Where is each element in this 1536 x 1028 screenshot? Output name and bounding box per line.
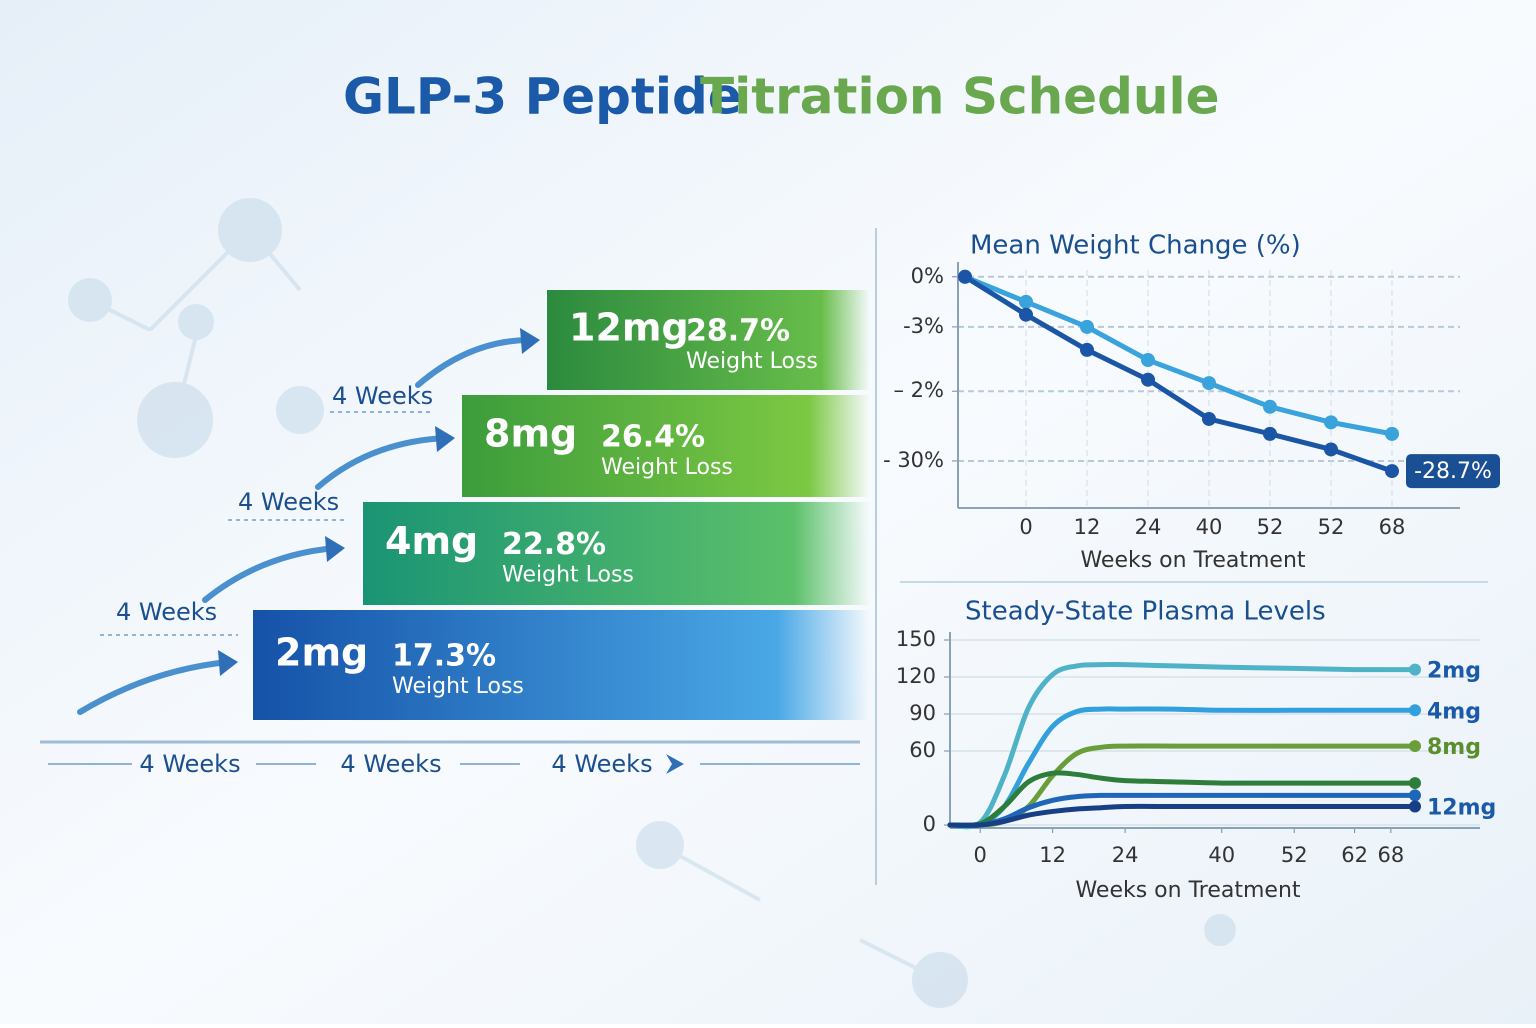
data-point xyxy=(1324,442,1338,457)
x-tick-label: 0 xyxy=(974,843,987,867)
data-point xyxy=(1324,415,1338,430)
series-line xyxy=(947,803,1418,828)
x-tick-label: 68 xyxy=(1377,843,1404,867)
weight-loss-percent: 17.3% xyxy=(392,639,496,674)
dose-step xyxy=(253,610,870,720)
dose-step xyxy=(363,502,870,605)
timeline-arrows xyxy=(48,411,860,765)
data-point xyxy=(1141,372,1155,387)
series-line xyxy=(947,792,1418,828)
timeline-label: 4 Weeks xyxy=(139,750,240,778)
y-tick-label: 120 xyxy=(896,664,936,688)
dose: 8mg xyxy=(484,412,577,456)
x-tick-label: 12 xyxy=(1039,843,1066,867)
data-point xyxy=(1202,411,1216,426)
weight-loss-label: Weight Loss xyxy=(601,455,733,480)
end-point xyxy=(1409,789,1421,802)
data-point xyxy=(958,269,972,284)
dose: 4mg xyxy=(385,519,478,563)
value-label-box xyxy=(1406,454,1500,489)
y-tick-label: 0% xyxy=(911,264,944,288)
x-tick-label: 40 xyxy=(1196,515,1223,539)
series-label: 2mg xyxy=(1427,659,1481,684)
y-tick-label: 150 xyxy=(896,627,936,651)
title-part1: GLP-3 Peptide xyxy=(343,68,742,126)
data-point xyxy=(1080,342,1094,357)
data-point xyxy=(1019,307,1033,322)
x-tick-label: 68 xyxy=(1379,515,1406,539)
y-tick-label: 90 xyxy=(909,701,936,725)
series-line xyxy=(947,770,1418,828)
interval-label: 4 Weeks xyxy=(332,382,433,410)
dose-step xyxy=(462,395,870,497)
x-axis-label: Weeks on Treatment xyxy=(1080,548,1305,573)
arrow-heads xyxy=(218,328,540,676)
interval-label: 4 Weeks xyxy=(116,598,217,626)
series-label: 4mg xyxy=(1427,699,1481,724)
weight-loss-percent: 22.8% xyxy=(502,527,606,562)
series-label: 12mg xyxy=(1427,796,1496,821)
chart-title: Steady-State Plasma Levels xyxy=(965,597,1326,627)
timeline-label: 4 Weeks xyxy=(340,750,441,778)
data-point xyxy=(1141,353,1155,368)
data-point xyxy=(1385,426,1399,441)
end-point xyxy=(1409,704,1421,717)
series-line xyxy=(947,662,1418,830)
end-point xyxy=(1409,777,1421,790)
weight-loss-label: Weight Loss xyxy=(686,349,818,374)
molecule-decoration xyxy=(68,198,1236,1008)
data-point xyxy=(1263,426,1277,441)
step-arrows xyxy=(77,337,533,715)
y-tick-label: – 2% xyxy=(894,378,945,402)
data-point xyxy=(1019,294,1033,309)
y-tick-label: -3% xyxy=(903,314,944,338)
end-point xyxy=(1409,740,1421,753)
dose-step xyxy=(547,290,870,390)
weight-loss-label: Weight Loss xyxy=(392,674,524,699)
series-label: 8mg xyxy=(1427,735,1481,760)
data-point xyxy=(1080,319,1094,334)
x-tick-label: 62 xyxy=(1341,843,1368,867)
value-label: -28.7% xyxy=(1414,459,1492,484)
x-tick-label: 40 xyxy=(1208,843,1235,867)
x-tick-label: 24 xyxy=(1135,515,1162,539)
y-tick-label: 60 xyxy=(909,738,936,762)
interval-label: 4 Weeks xyxy=(238,488,339,516)
dose: 2mg xyxy=(275,631,368,675)
dose: 12mg xyxy=(569,306,689,350)
y-tick-label: - 30% xyxy=(883,448,944,472)
end-point xyxy=(1409,800,1421,813)
timeline-arrow-head xyxy=(666,754,684,774)
weight-loss-label: Weight Loss xyxy=(502,563,634,588)
x-tick-label: 52 xyxy=(1257,515,1284,539)
x-axis-label: Weeks on Treatment xyxy=(1075,878,1300,903)
x-tick-label: 12 xyxy=(1074,515,1101,539)
series-line xyxy=(962,274,1395,474)
data-point xyxy=(1202,376,1216,391)
data-point xyxy=(1385,464,1399,479)
chart-title: Mean Weight Change (%) xyxy=(970,231,1301,261)
series-line xyxy=(962,274,1395,437)
weight-loss-percent: 28.7% xyxy=(686,314,790,349)
y-tick-label: 0 xyxy=(923,812,936,836)
data-point xyxy=(1263,399,1277,414)
x-tick-label: 52 xyxy=(1318,515,1345,539)
end-point xyxy=(1409,663,1421,676)
timeline-label: 4 Weeks xyxy=(551,750,652,778)
x-tick-label: 0 xyxy=(1019,515,1032,539)
x-tick-label: 24 xyxy=(1112,843,1139,867)
weight-loss-percent: 26.4% xyxy=(601,420,705,455)
title-part2: Titration Schedule xyxy=(700,68,1220,126)
x-tick-label: 52 xyxy=(1281,843,1308,867)
